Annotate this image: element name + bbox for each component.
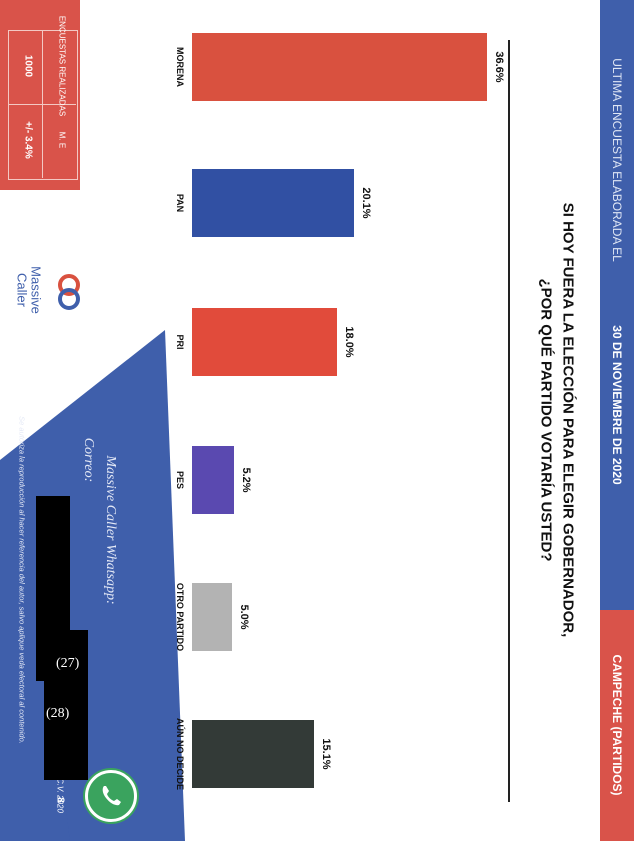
data-label: 18.0% — [342, 326, 355, 358]
bar-pan — [192, 169, 354, 237]
category-label: PRI — [175, 334, 185, 350]
divider-rule — [508, 40, 510, 802]
bar-pes — [192, 446, 234, 514]
bar-aún-no-decide — [192, 720, 314, 788]
data-label: 5.2% — [239, 467, 252, 493]
redaction-mark-28: (28) — [46, 706, 70, 721]
phone-icon — [102, 786, 121, 806]
header-region: CAMPECHE (PARTIDOS) — [610, 654, 624, 796]
category-label: OTRO PARTIDO — [175, 582, 185, 652]
redaction-block — [44, 630, 88, 780]
survey-badge — [8, 30, 78, 180]
badge-red-panel — [0, 0, 80, 190]
brand-line1: Massive — [28, 266, 44, 314]
header-prefix: ULTIMA ENCUESTA ELABORADA EL — [610, 58, 624, 262]
bar-otro-partido — [192, 583, 233, 651]
footer-disclaimer: Se autoriza la reproducción al hacer ref… — [17, 416, 27, 744]
bar-chart: 36.6% MORENA 20.1% PAN 18.0% PRI 5.2% PES 5.0% OT… — [150, 20, 505, 820]
badge-me-value: +/- 3.4% — [22, 121, 34, 159]
page-number: 8 — [54, 797, 66, 803]
redaction-mark-27: (27) — [56, 656, 80, 671]
header-band-region — [600, 610, 634, 841]
data-label: 5.0% — [238, 604, 251, 630]
question-line1: SI HOY FUERA LA ELECCIÓN PARA ELEGIR GOB… — [559, 202, 577, 638]
category-label: AÚN NO DECIDE — [175, 717, 185, 791]
footer-blue-corner — [0, 760, 70, 841]
massive-caller-logo-icon — [58, 274, 80, 310]
category-label: PES — [175, 470, 185, 490]
question-line2: ¿POR QUÉ PARTIDO VOTARÍA USTED? — [537, 278, 555, 562]
badge-encuestas-value: 1000 — [22, 54, 34, 78]
bar-pri — [192, 308, 337, 376]
badge-me-label: M. E — [57, 131, 67, 149]
whatsapp-icon — [85, 770, 137, 822]
category-label: MORENA — [175, 47, 185, 87]
bar-morena — [192, 33, 487, 101]
data-label: 15.1% — [319, 738, 332, 770]
data-label: 36.6% — [492, 51, 505, 83]
badge-encuestas-label: ENCUESTAS REALIZADAS — [57, 15, 67, 117]
category-label: PAN — [175, 193, 185, 213]
footer-correo: Correo: — [81, 437, 96, 483]
header-date: 30 DE NOVIEMBRE DE 2020 — [610, 325, 624, 485]
footer-whatsapp: Massive Caller Whatsapp: — [103, 455, 118, 605]
brand-line2: Caller — [14, 273, 30, 307]
data-label: 20.1% — [359, 187, 372, 219]
